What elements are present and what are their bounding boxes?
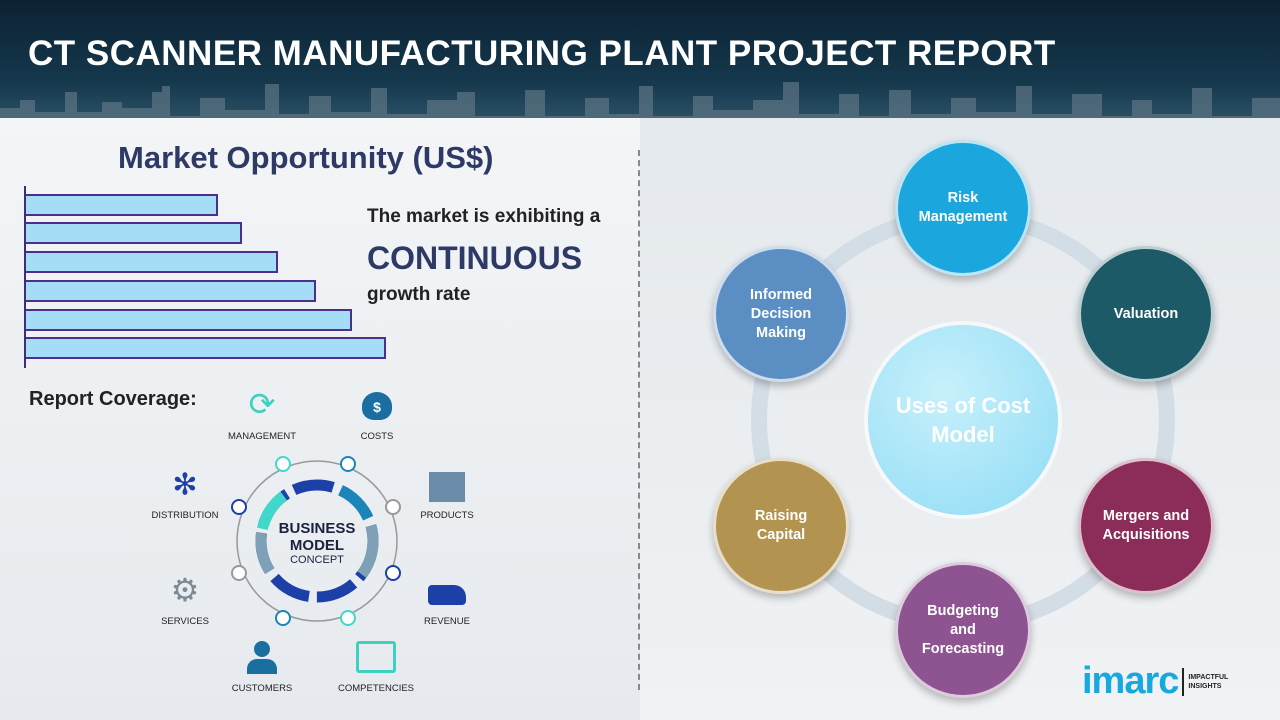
growth-bar <box>26 309 352 331</box>
growth-bar <box>26 251 278 273</box>
node-informed-decision-making: Informed Decision Making <box>713 246 849 382</box>
coverage-services: SERVICES <box>161 616 209 627</box>
revenue-hand-icon <box>428 585 466 605</box>
node-label: Valuation <box>1113 305 1179 322</box>
market-title: Market Opportunity (US$) <box>118 140 494 175</box>
node-mergers-acquisitions: Mergers and Acquisitions <box>1078 458 1214 594</box>
coverage-distribution: DISTRIBUTION <box>151 510 219 521</box>
coverage-title: Report Coverage: <box>29 388 197 410</box>
growth-bar <box>26 222 242 244</box>
coverage-competencies: COMPETENCIES <box>337 683 415 694</box>
imarc-logo: imarc IMPACTFUL INSIGHTS <box>1082 660 1228 703</box>
coverage-management: MANAGEMENT <box>227 431 297 442</box>
node-risk-management: Risk Management <box>895 140 1031 276</box>
page-title: CT SCANNER MANUFACTURING PLANT PROJECT R… <box>28 34 1056 73</box>
distribution-icon: ✻ <box>172 468 198 502</box>
node-raising-capital: Raising Capital <box>713 458 849 594</box>
customer-icon <box>247 641 277 675</box>
logo-word: imarc <box>1082 660 1179 702</box>
node-valuation: Valuation <box>1078 246 1214 382</box>
node-label: Budgeting and Forecasting <box>921 602 1005 657</box>
business-model-center: BUSINESS MODEL CONCEPT <box>272 520 362 566</box>
growth-bar <box>26 194 218 216</box>
coverage-customers: CUSTOMERS <box>231 683 293 694</box>
header-banner: CT SCANNER MANUFACTURING PLANT PROJECT R… <box>0 0 1280 118</box>
node-label: Raising Capital <box>754 508 808 543</box>
uses-center: Uses of Cost Model <box>868 325 1058 515</box>
gears-icon: ⚙ <box>170 572 200 608</box>
uses-center-label: Uses of Cost Model <box>895 393 1031 447</box>
skyline-graphic <box>0 82 1280 118</box>
market-text-3: growth rate <box>367 284 471 305</box>
coverage-products: PRODUCTS <box>420 510 474 521</box>
node-label: Informed Decision Making <box>749 286 813 341</box>
market-text-2: CONTINUOUS <box>367 240 583 276</box>
concept-label: CONCEPT <box>290 554 344 566</box>
management-icon: ⟳ <box>248 386 276 422</box>
node-label: Mergers and Acquisitions <box>1102 508 1190 543</box>
business-model-wheel <box>231 456 401 626</box>
growth-bar <box>26 337 386 359</box>
coverage-costs: COSTS <box>360 431 394 442</box>
competencies-icon <box>356 641 396 673</box>
node-budgeting-forecasting: Budgeting and Forecasting <box>895 562 1031 698</box>
divider <box>638 150 640 690</box>
node-label: Risk Management <box>918 190 1008 225</box>
logo-tag-1: IMPACTFUL <box>1188 673 1229 681</box>
bar-axis <box>24 186 26 368</box>
business-model-label: BUSINESS MODEL <box>278 520 356 554</box>
money-bag-icon: $ <box>362 392 392 420</box>
coverage-revenue: REVENUE <box>424 616 470 627</box>
left-panel <box>0 118 640 720</box>
logo-tag-2: INSIGHTS <box>1188 682 1222 690</box>
market-text-1: The market is exhibiting a <box>367 206 601 227</box>
products-box-icon <box>429 472 465 502</box>
growth-bar <box>26 280 316 302</box>
